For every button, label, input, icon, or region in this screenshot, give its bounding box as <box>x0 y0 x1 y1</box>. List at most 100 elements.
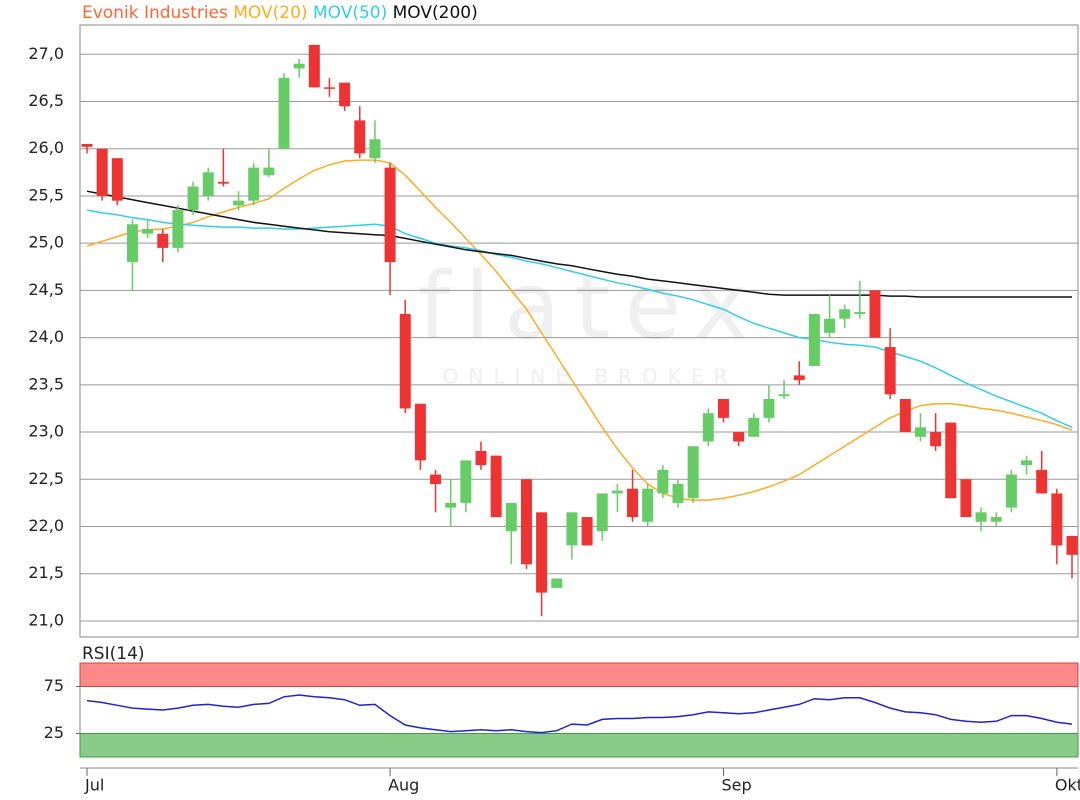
candle-body <box>717 399 729 418</box>
candle-body <box>126 224 138 263</box>
candle-body <box>414 403 426 461</box>
candle-body <box>430 474 442 484</box>
rsi-tick-label: 75 <box>44 676 64 695</box>
candle-body <box>96 148 108 196</box>
candle-body <box>354 120 366 154</box>
rsi-line <box>86 694 1073 734</box>
candle-body <box>1036 469 1048 494</box>
y-tick-label: 23,5 <box>28 374 64 393</box>
plot-area <box>79 24 1079 638</box>
candle-body <box>960 479 972 518</box>
y-tick-label: 25,5 <box>28 185 64 204</box>
candle-body <box>172 210 184 248</box>
rsi-tick-label: 25 <box>44 723 64 742</box>
candle-body <box>399 314 411 409</box>
y-tick-label: 22,5 <box>28 469 64 488</box>
x-tick-label: Okt <box>1055 776 1080 795</box>
candle-body <box>763 399 775 418</box>
candle-body <box>263 167 275 176</box>
candle-body <box>884 347 896 395</box>
candle-body <box>1066 535 1078 555</box>
candle-body <box>627 488 639 518</box>
chart-title: Evonik Industries <box>82 3 228 23</box>
candle-body <box>293 63 305 69</box>
y-tick-label: 24,0 <box>28 327 64 346</box>
watermark-tagline: ONLINE BROKER <box>443 365 738 389</box>
candle-body <box>778 394 790 397</box>
candle-body <box>596 493 608 532</box>
y-tick-label: 22,0 <box>28 516 64 535</box>
candle-body <box>581 517 593 546</box>
candle-body <box>551 578 563 588</box>
candle-body <box>808 314 820 366</box>
candle-body <box>990 517 1002 522</box>
candle-body <box>520 479 532 565</box>
candle-body <box>733 432 745 442</box>
overbought-band <box>79 662 1079 687</box>
y-tick-label: 27,0 <box>28 44 64 63</box>
x-tick-label: Sep <box>721 776 751 795</box>
candle-body <box>81 144 93 147</box>
y-tick-label: 24,5 <box>28 280 64 299</box>
candle-body <box>111 158 123 201</box>
candle-body <box>308 44 320 88</box>
candle-body <box>278 77 290 149</box>
rsi-title: RSI(14) <box>82 644 145 664</box>
moving-average-line <box>86 190 1072 298</box>
candle-body <box>1051 493 1063 546</box>
candle-body <box>869 290 881 338</box>
candle-body <box>490 455 502 518</box>
candle-body <box>187 186 199 211</box>
candle-body <box>748 417 760 437</box>
candle-body <box>384 167 396 263</box>
legend-entry: MOV(200) <box>393 3 478 23</box>
candle-body <box>142 229 154 234</box>
y-tick-label: 23,0 <box>28 422 64 441</box>
candle-body <box>702 413 714 442</box>
watermark-logo: flatex <box>418 252 762 359</box>
candle-body <box>460 460 472 503</box>
moving-average-line <box>86 209 1073 428</box>
y-tick-label: 21,5 <box>28 563 64 582</box>
candle-body <box>930 432 942 447</box>
candle-body <box>793 375 805 381</box>
candle-body <box>339 82 351 107</box>
candle-body <box>217 181 229 184</box>
candle-body <box>899 399 911 433</box>
candle-body <box>1021 460 1033 466</box>
y-tick-label: 26,5 <box>28 91 64 110</box>
candle-body <box>505 502 517 532</box>
x-tick-label: Aug <box>388 776 419 795</box>
candle-body <box>839 309 851 319</box>
candle-body <box>536 512 548 593</box>
legend: Evonik Industries MOV(20) MOV(50) MOV(20… <box>82 3 478 23</box>
candle-body <box>945 422 957 499</box>
candle-body <box>642 488 654 522</box>
candle-body <box>475 450 487 466</box>
candle-body <box>611 490 623 494</box>
candle-body <box>975 512 987 522</box>
candle-body <box>824 318 836 333</box>
y-tick-label: 26,0 <box>28 138 64 157</box>
candle-body <box>248 167 260 201</box>
legend-entry: MOV(50) <box>313 3 387 23</box>
candle-body <box>854 312 866 314</box>
oversold-band <box>79 733 1079 758</box>
candle-body <box>157 233 169 248</box>
candle-body <box>657 469 669 494</box>
y-tick-label: 21,0 <box>28 610 64 629</box>
candle-body <box>687 446 699 499</box>
legend-entry: MOV(20) <box>233 3 307 23</box>
candle-body <box>914 427 926 437</box>
candle-body <box>202 172 214 196</box>
candle-body <box>1005 474 1017 508</box>
candle-body <box>445 502 457 508</box>
candle-body <box>566 512 578 546</box>
candle-body <box>233 200 245 206</box>
candle-body <box>369 139 381 159</box>
x-tick-label: Jul <box>84 776 104 795</box>
candle-body <box>323 87 335 89</box>
candle-body <box>672 484 684 503</box>
